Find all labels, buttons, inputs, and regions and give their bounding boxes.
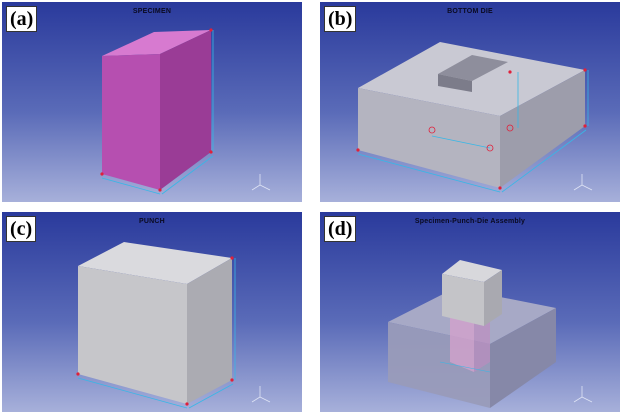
assembly-punch-side (484, 270, 502, 326)
punch-dimensions (77, 258, 236, 409)
die-marker-dots (356, 68, 587, 190)
axis-triad-icon (573, 386, 593, 403)
punch-front-face (78, 266, 187, 404)
panel-assembly: (d) Specimen-Punch-Die Assembly (320, 212, 620, 412)
die-hole (438, 55, 508, 81)
die-hole-wall (438, 74, 472, 92)
assembly-punch-top (442, 260, 502, 282)
die-markers (428, 124, 514, 152)
panel-title: Specimen-Punch-Die Assembly (414, 218, 526, 225)
punch-drawing (76, 242, 271, 409)
panel-title: SPECIMEN (132, 8, 172, 15)
panel-bottom-die: (b) BOTTOM DIE (320, 2, 620, 202)
panel-specimen: (a) SPECIMEN (2, 2, 302, 202)
punch-markers (76, 256, 234, 406)
die-dimensions (357, 70, 589, 193)
assembly-punch-front (442, 274, 484, 326)
panel-label: (c) (6, 216, 37, 242)
specimen-dimensions (101, 30, 214, 195)
die-front-face (358, 88, 500, 188)
assembly-specimen-side (474, 312, 490, 372)
axis-triad-icon (251, 386, 271, 403)
axis-triad-icon (251, 174, 271, 191)
axis-triad-icon (573, 174, 593, 191)
panel-title: PUNCH (139, 218, 165, 225)
assembly-dimensions (439, 361, 491, 373)
specimen-side-face (160, 30, 211, 190)
punch-top-face (78, 242, 232, 284)
specimen-front-face (102, 54, 160, 190)
specimen-markers (100, 28, 213, 192)
die-side-face (500, 70, 585, 188)
specimen-top-face (102, 30, 211, 56)
assembly-specimen (450, 316, 474, 372)
punch-side-face (187, 258, 232, 404)
specimen-drawing (100, 28, 271, 195)
panel-label: (a) (6, 6, 38, 32)
panel-punch: (c) PUNCH (2, 212, 302, 412)
panel-label: (b) (324, 6, 357, 32)
panel-title: BOTTOM DIE (447, 8, 493, 15)
panel-label: (d) (324, 216, 357, 242)
bottom-die-drawing (356, 42, 593, 193)
assembly-die-side-face (490, 308, 556, 408)
assembly-drawing (388, 260, 593, 408)
